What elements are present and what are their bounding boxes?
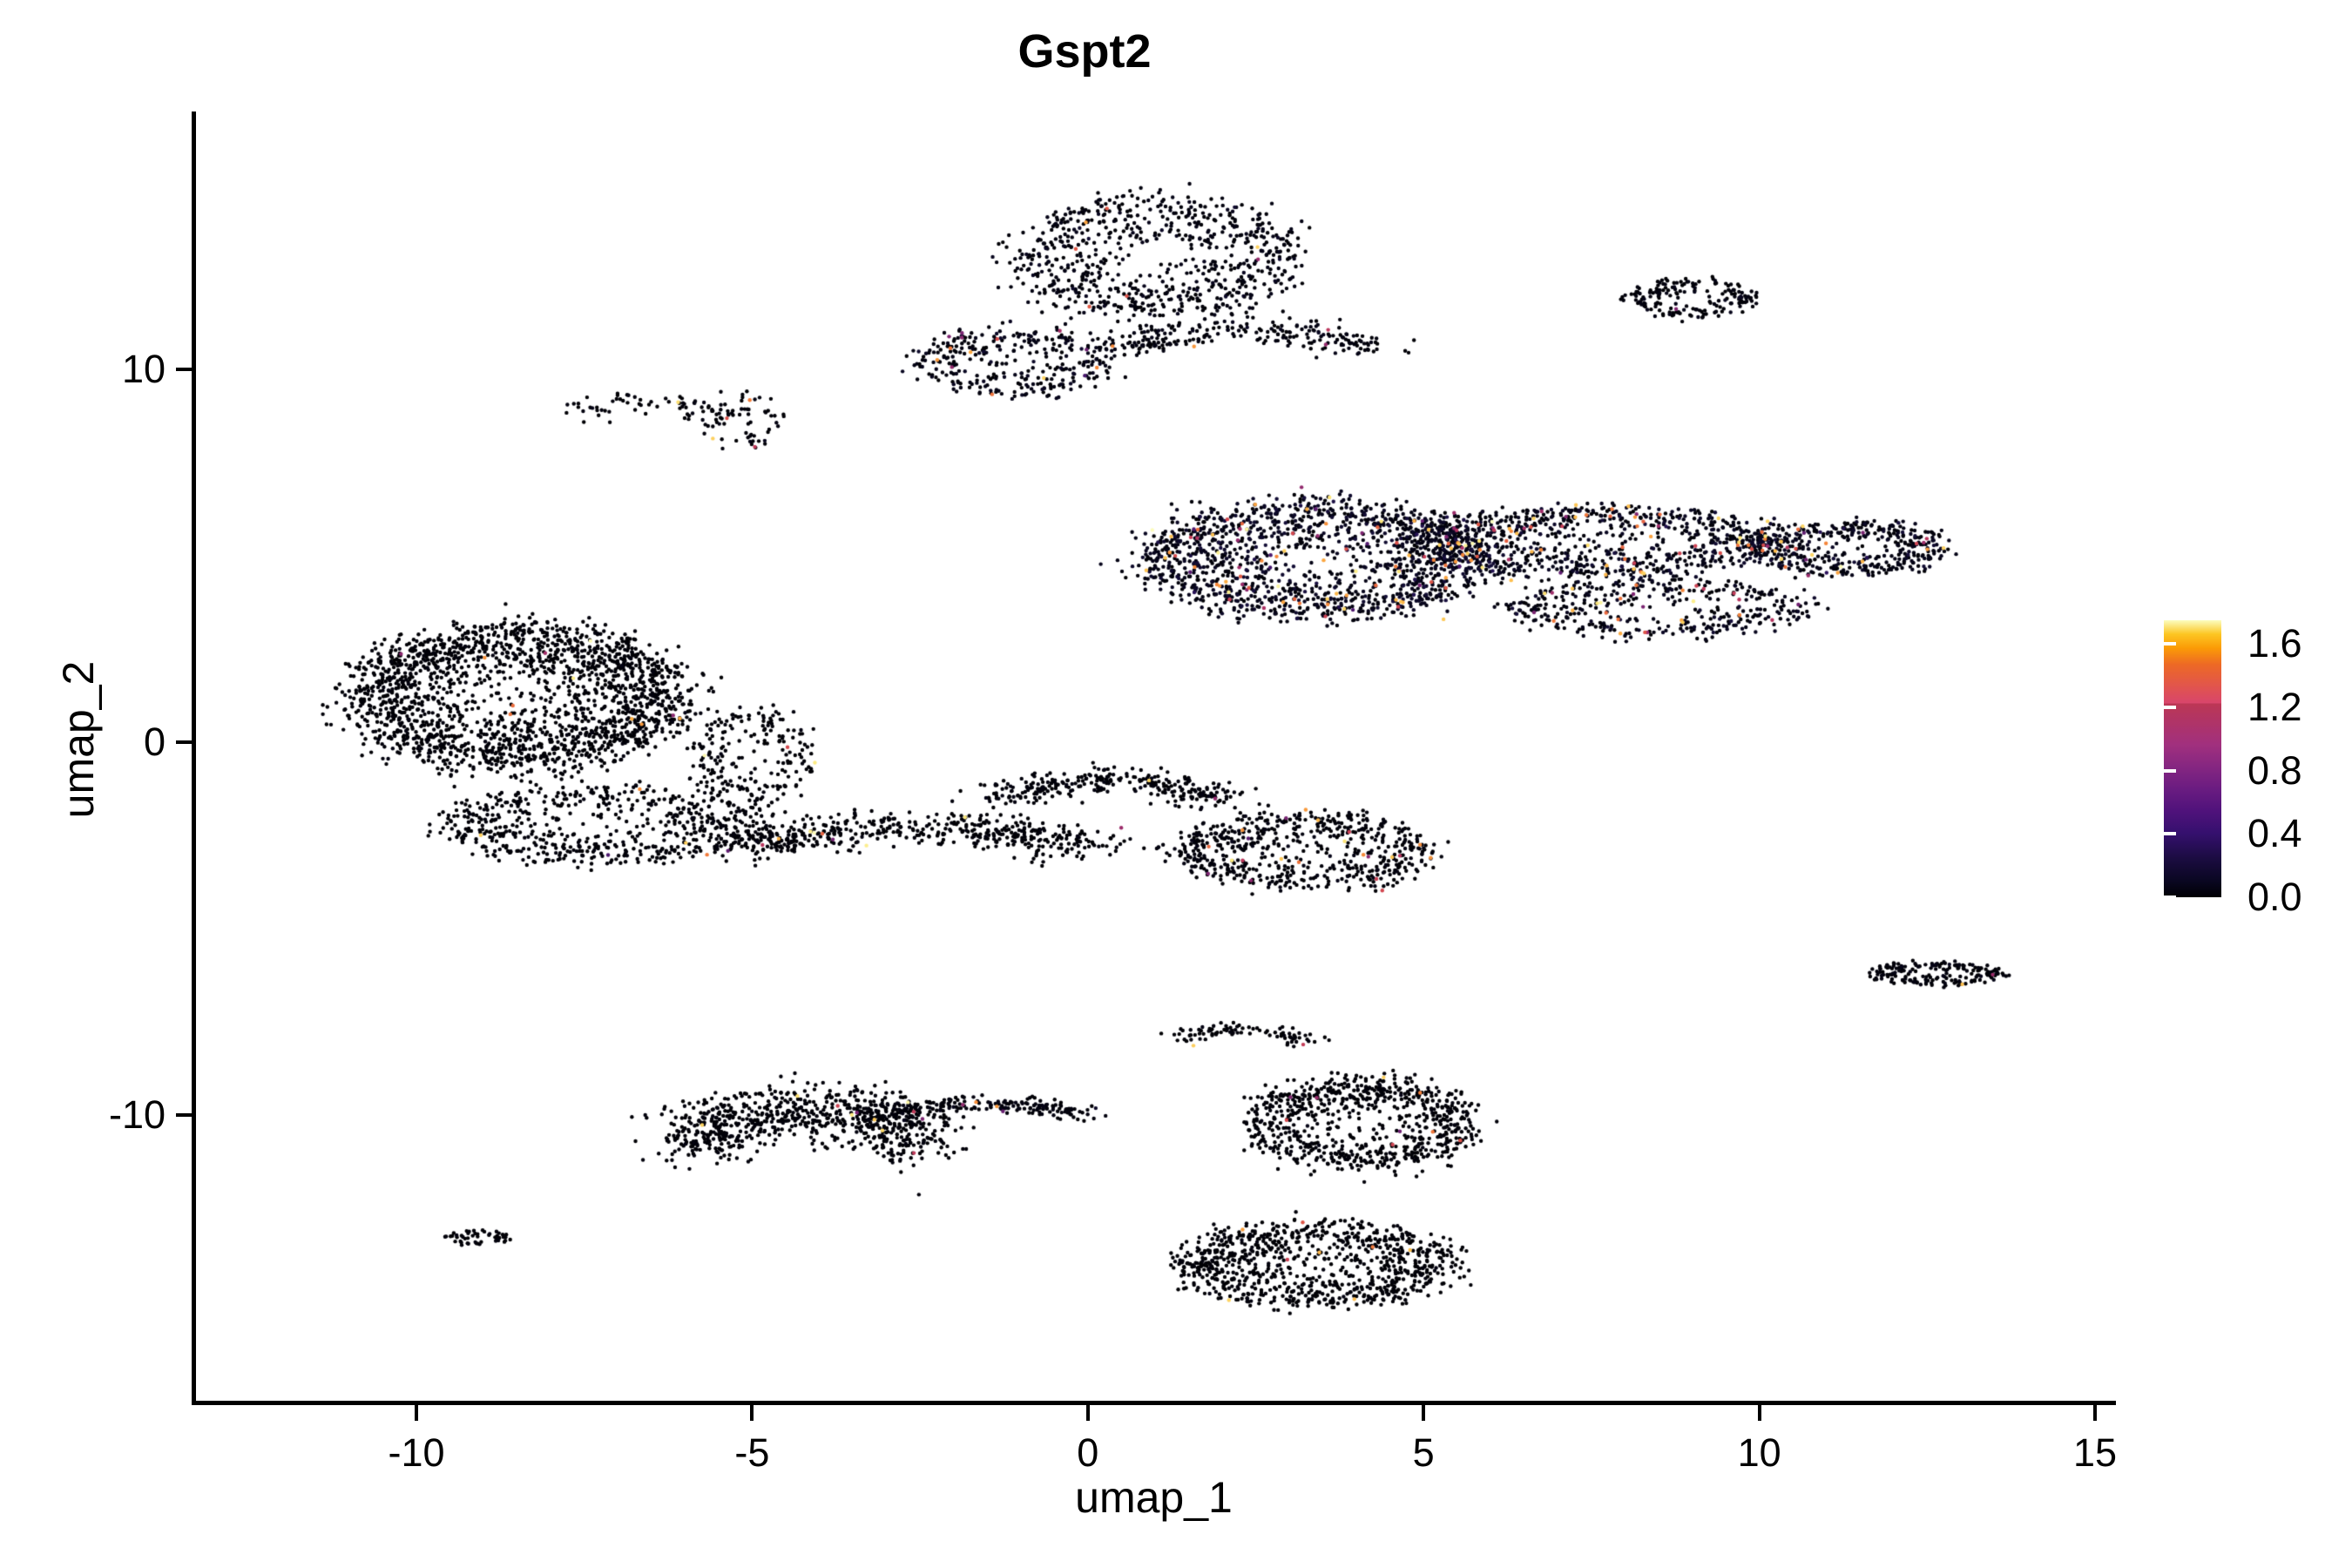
- colorbar-tick-mark: [2326, 705, 2338, 709]
- umap-scatter-canvas: [194, 112, 2115, 1402]
- colorbar-tick-label: 0.4: [2247, 811, 2302, 856]
- colorbar-tick-label: 1.2: [2247, 684, 2302, 729]
- x-axis-line: [192, 1401, 2116, 1405]
- y-tick-mark: [176, 1113, 192, 1117]
- y-axis-line: [192, 112, 196, 1404]
- x-tick-mark: [2093, 1405, 2097, 1421]
- x-tick-mark: [750, 1405, 754, 1421]
- y-tick-mark: [176, 740, 192, 744]
- colorbar-tick-label: 1.6: [2247, 621, 2302, 666]
- x-tick-mark: [1085, 1405, 1090, 1421]
- x-tick-label: -10: [388, 1430, 445, 1475]
- x-tick-label: 10: [1737, 1430, 1781, 1475]
- y-tick-label: -10: [108, 1092, 166, 1137]
- x-tick-mark: [1757, 1405, 1761, 1421]
- colorbar-legend: 0.0 0.4 0.8 1.2 1.6: [2164, 620, 2338, 919]
- x-tick-label: 15: [2072, 1430, 2118, 1475]
- colorbar-tick-mark: [2326, 896, 2338, 899]
- y-tick-label: 10: [121, 347, 166, 391]
- colorbar-tick-mark: [2326, 642, 2338, 646]
- colorbar-tick-mark: [2164, 768, 2176, 773]
- y-tick-label: 0: [143, 720, 166, 764]
- y-axis-title: umap_2: [54, 660, 103, 819]
- colorbar-tick-mark: [2164, 705, 2176, 709]
- x-tick-mark: [415, 1405, 418, 1421]
- scatter-plot-panel: [194, 112, 2115, 1402]
- colorbar-tick-mark: [2164, 896, 2176, 899]
- colorbar-tick-mark: [2164, 642, 2176, 646]
- x-tick-mark: [1422, 1405, 1426, 1421]
- page-title: Gspt2: [1017, 25, 1152, 78]
- colorbar-tick-label: 0.8: [2247, 747, 2302, 793]
- x-tick-label: 0: [1077, 1430, 1099, 1475]
- y-tick-mark: [176, 368, 192, 371]
- colorbar-tick-mark: [2326, 768, 2338, 773]
- x-tick-label: -5: [734, 1430, 770, 1475]
- x-tick-label: 5: [1412, 1430, 1435, 1475]
- colorbar-gradient: [2164, 620, 2221, 897]
- x-axis-title: umap_1: [1075, 1473, 1233, 1522]
- colorbar-tick-mark: [2326, 832, 2338, 836]
- colorbar-tick-label: 0.0: [2247, 875, 2302, 919]
- colorbar-tick-mark: [2164, 832, 2176, 836]
